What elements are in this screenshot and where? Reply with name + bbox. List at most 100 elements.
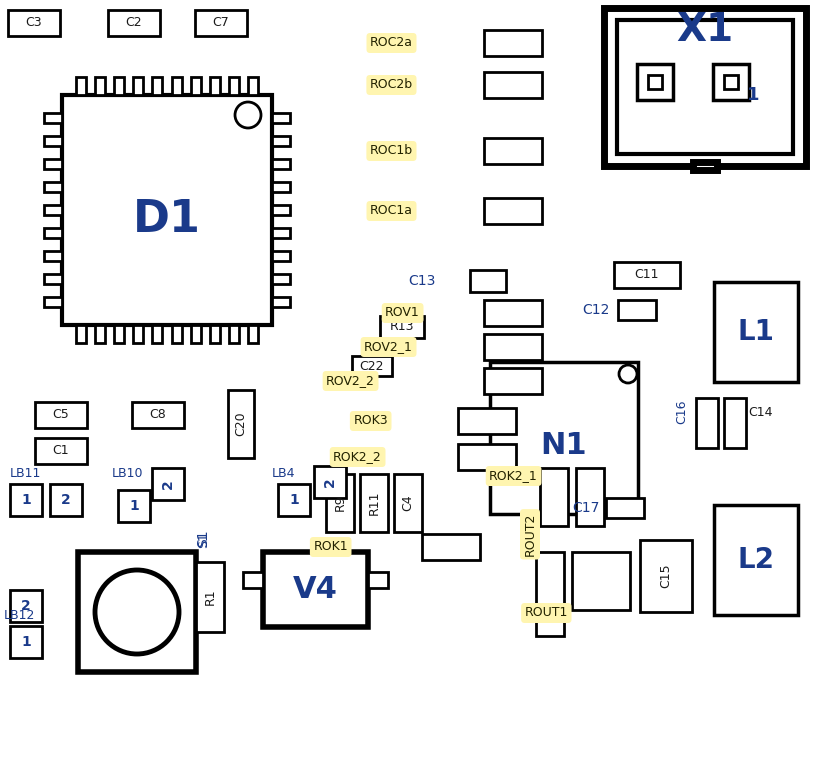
Text: LB10: LB10 <box>112 467 143 480</box>
Bar <box>44 297 62 307</box>
Bar <box>95 77 105 95</box>
Text: ROC1a: ROC1a <box>370 205 413 218</box>
Bar <box>616 20 792 154</box>
Bar <box>723 398 745 448</box>
Text: ROC2a: ROC2a <box>370 37 413 49</box>
Bar <box>190 77 200 95</box>
Text: 2: 2 <box>22 599 31 613</box>
Text: R1: R1 <box>203 589 216 605</box>
Text: S1: S1 <box>196 530 210 547</box>
Text: N1: N1 <box>540 431 586 460</box>
Bar <box>190 325 200 343</box>
Bar <box>209 77 219 95</box>
Text: C4: C4 <box>401 495 414 511</box>
Bar <box>272 251 289 261</box>
Bar <box>114 325 124 343</box>
Text: 1: 1 <box>22 493 31 507</box>
Bar <box>484 300 542 326</box>
Bar <box>484 72 542 98</box>
Text: ROUT1: ROUT1 <box>524 607 567 619</box>
Text: L2: L2 <box>737 546 773 574</box>
Bar <box>614 262 679 288</box>
Text: R13: R13 <box>390 320 414 333</box>
Bar <box>44 113 62 123</box>
Bar <box>422 534 480 560</box>
Text: 1: 1 <box>289 493 299 507</box>
Bar <box>639 540 691 612</box>
Bar <box>227 390 254 458</box>
Text: ROK2_2: ROK2_2 <box>332 451 381 463</box>
Bar <box>171 325 181 343</box>
Text: C17: C17 <box>572 501 600 515</box>
Bar <box>648 75 662 89</box>
Text: 1: 1 <box>22 635 31 649</box>
Bar <box>10 590 42 622</box>
Bar <box>272 113 289 123</box>
Bar <box>247 325 257 343</box>
Text: X1: X1 <box>676 11 733 49</box>
Text: 1: 1 <box>746 86 758 104</box>
Circle shape <box>235 102 261 128</box>
Text: ROK3: ROK3 <box>353 415 388 428</box>
Bar <box>636 64 672 100</box>
Bar <box>326 474 354 532</box>
Bar <box>571 552 629 610</box>
Bar <box>712 64 748 100</box>
Text: LB4: LB4 <box>272 467 295 480</box>
Text: ROK1: ROK1 <box>313 540 347 553</box>
Bar <box>272 159 289 169</box>
Text: L1: L1 <box>737 318 773 346</box>
Bar <box>76 325 86 343</box>
Bar <box>484 30 542 56</box>
Bar <box>367 572 388 588</box>
Text: 2: 2 <box>61 493 71 507</box>
Text: C3: C3 <box>26 17 42 30</box>
Bar <box>272 182 289 192</box>
Bar <box>457 408 515 434</box>
Bar <box>272 205 289 215</box>
Text: ROUT2: ROUT2 <box>523 513 536 556</box>
Bar <box>44 159 62 169</box>
Bar <box>8 10 60 36</box>
Bar <box>152 325 162 343</box>
Text: ROV2_1: ROV2_1 <box>364 340 413 354</box>
Bar <box>44 136 62 146</box>
Text: 1: 1 <box>129 499 139 513</box>
Bar <box>44 251 62 261</box>
Text: ROC1b: ROC1b <box>370 145 413 158</box>
Text: R9: R9 <box>333 495 346 511</box>
Bar <box>35 402 87 428</box>
Text: 2: 2 <box>323 477 337 487</box>
Bar <box>228 77 238 95</box>
Bar <box>171 77 181 95</box>
Bar <box>484 368 542 394</box>
Bar <box>133 77 143 95</box>
Bar <box>78 552 196 672</box>
Bar <box>605 498 643 518</box>
Text: C7: C7 <box>213 17 229 30</box>
Bar <box>484 334 542 360</box>
Bar <box>35 438 87 464</box>
Bar <box>247 77 257 95</box>
Bar <box>76 77 86 95</box>
Bar <box>118 490 150 522</box>
Text: C8: C8 <box>150 409 166 422</box>
Bar <box>539 468 567 526</box>
Bar <box>617 300 655 320</box>
Bar <box>44 182 62 192</box>
Bar <box>242 572 263 588</box>
Bar <box>360 474 388 532</box>
Bar <box>535 552 563 636</box>
Bar <box>131 402 184 428</box>
Bar <box>713 505 797 615</box>
Circle shape <box>95 570 179 654</box>
Bar <box>313 466 346 498</box>
Text: C11: C11 <box>634 269 658 282</box>
Text: ROV2_2: ROV2_2 <box>326 374 375 387</box>
Bar <box>696 398 717 448</box>
Bar <box>394 474 422 532</box>
Bar <box>50 484 82 516</box>
Bar <box>263 552 367 627</box>
Bar <box>272 136 289 146</box>
Bar <box>10 626 42 658</box>
